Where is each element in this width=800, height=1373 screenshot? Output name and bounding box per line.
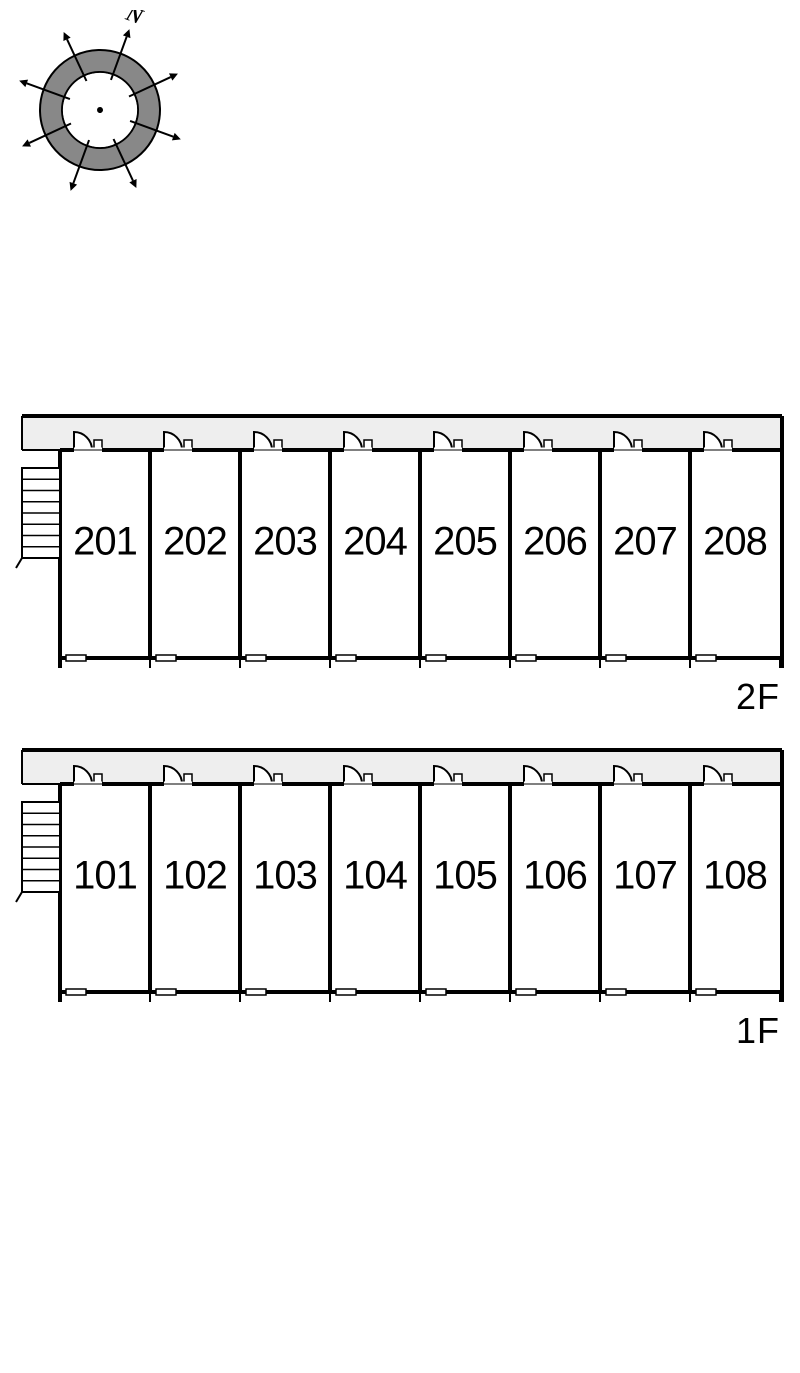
unit-label-201: 201: [60, 519, 150, 564]
unit-label-102: 102: [150, 853, 240, 898]
unit-label-101: 101: [60, 853, 150, 898]
floor-2F: 201202203204205206207208 2F: [0, 414, 800, 730]
floorplan-stage: N 201202203204205206207208 2F 101102103104…: [0, 0, 800, 1373]
floor-label-1F: 1F: [736, 1010, 780, 1052]
unit-label-207: 207: [600, 519, 690, 564]
floor-1F: 101102103104105106107108 1F: [0, 748, 800, 1064]
unit-label-205: 205: [420, 519, 510, 564]
floor-label-2F: 2F: [736, 676, 780, 718]
compass-north-label: N: [122, 10, 147, 29]
unit-label-206: 206: [510, 519, 600, 564]
unit-label-104: 104: [330, 853, 420, 898]
unit-label-107: 107: [600, 853, 690, 898]
unit-label-202: 202: [150, 519, 240, 564]
unit-label-103: 103: [240, 853, 330, 898]
unit-label-204: 204: [330, 519, 420, 564]
compass-rose: N: [0, 10, 200, 215]
unit-label-208: 208: [690, 519, 780, 564]
unit-label-203: 203: [240, 519, 330, 564]
unit-label-105: 105: [420, 853, 510, 898]
unit-label-108: 108: [690, 853, 780, 898]
unit-label-106: 106: [510, 853, 600, 898]
